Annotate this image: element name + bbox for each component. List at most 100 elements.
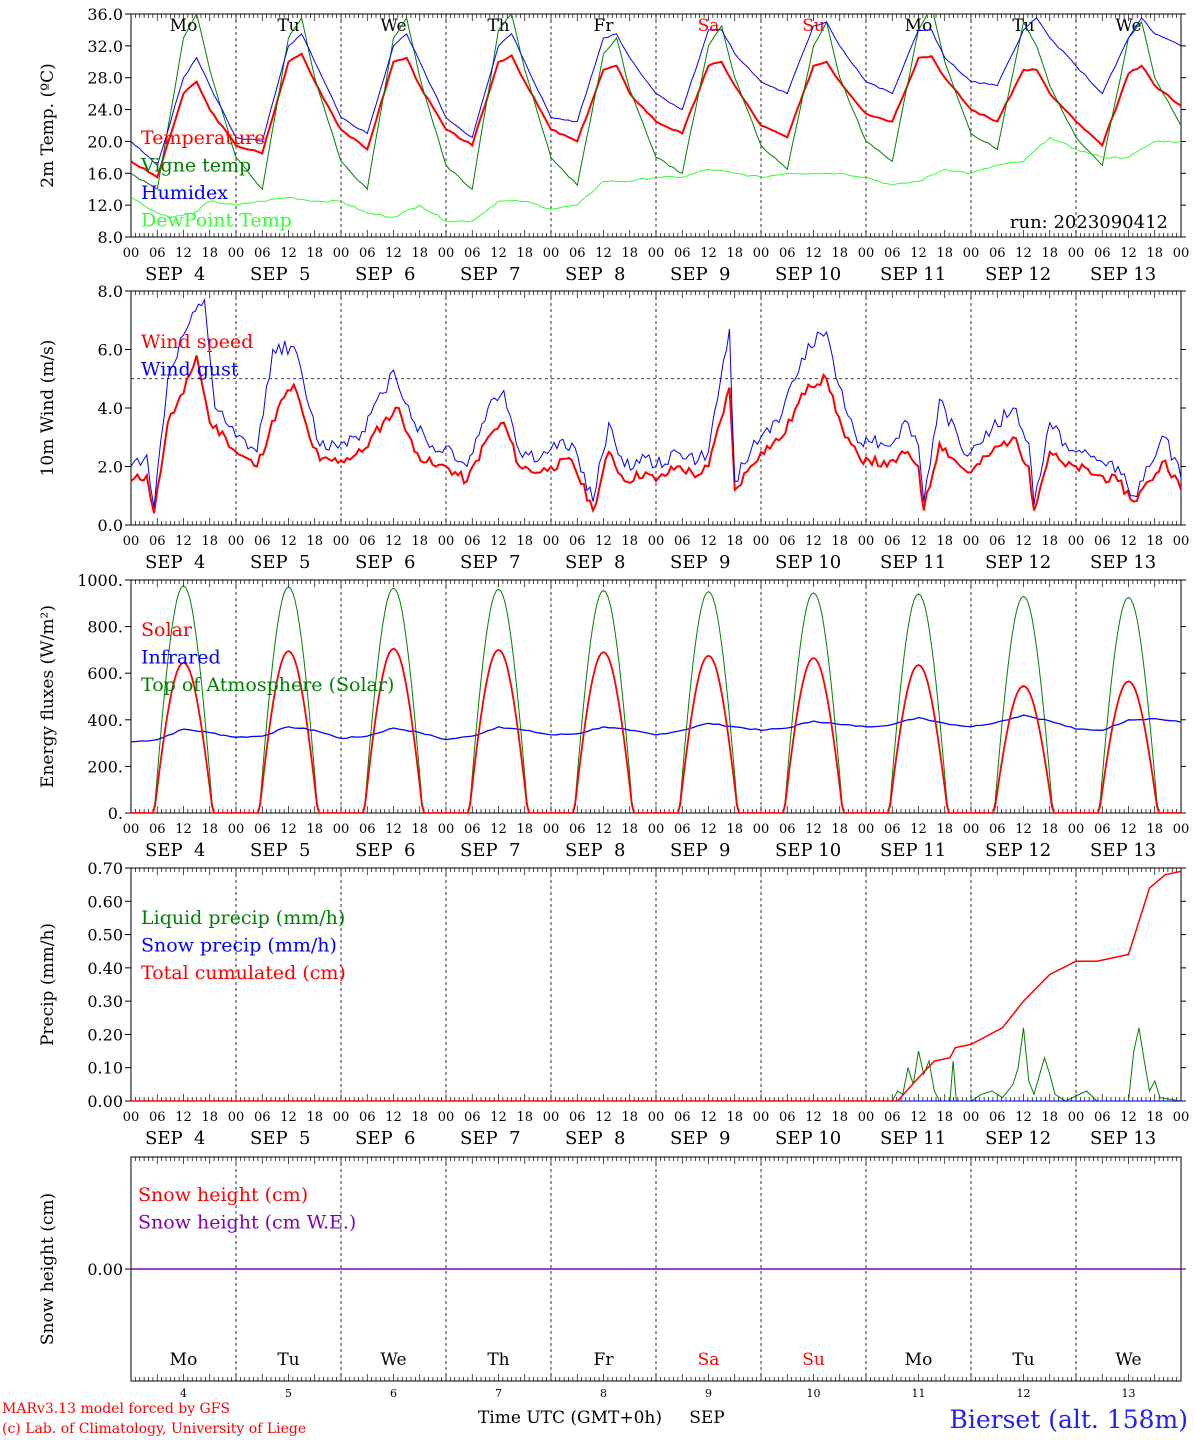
day-name-label: Sa bbox=[698, 1350, 720, 1370]
y-axis-label: Snow height (cm) bbox=[38, 1193, 58, 1345]
x-hour-label: 00 bbox=[753, 246, 770, 261]
day-name-label: Tu bbox=[1012, 16, 1034, 36]
x-hour-label: 12 bbox=[280, 246, 297, 261]
x-hour-label: 18 bbox=[831, 1110, 848, 1125]
x-hour-label: 18 bbox=[411, 246, 428, 261]
credit-line-2: (c) Lab. of Climatology, University of L… bbox=[2, 1421, 306, 1437]
day-number-label: 10 bbox=[807, 1387, 821, 1400]
x-hour-label: 12 bbox=[385, 822, 402, 837]
x-hour-label: 06 bbox=[359, 822, 376, 837]
x-date-label: SEP 11 bbox=[880, 1128, 946, 1149]
x-hour-label: 00 bbox=[648, 246, 665, 261]
y-tick-label: 28.0 bbox=[87, 69, 123, 88]
x-hour-label: 00 bbox=[753, 1110, 770, 1125]
hour-ticks bbox=[130, 291, 1182, 525]
panel-energy: 0. 200. 400. 600. 800. 1000. Energy fluxes (W/… bbox=[38, 571, 1189, 861]
x-hour-label: 06 bbox=[254, 534, 271, 549]
x-hour-label: 06 bbox=[674, 1110, 691, 1125]
x-hour-label: 18 bbox=[831, 534, 848, 549]
x-date-label: SEP 5 bbox=[250, 264, 310, 285]
x-date-label: SEP 11 bbox=[880, 264, 946, 285]
x-hour-label: 00 bbox=[1173, 534, 1190, 549]
x-hour-label: 00 bbox=[333, 246, 350, 261]
y-tick-label: 600. bbox=[87, 664, 123, 683]
x-date-label: SEP 9 bbox=[670, 264, 730, 285]
y-tick-label: 0.40 bbox=[87, 959, 123, 978]
x-hour-label: 12 bbox=[490, 822, 507, 837]
x-hour-label: 00 bbox=[228, 822, 245, 837]
x-hour-labels: 00 06 12 18 00 06 12 18 00 06 12 18 00 06 12 18 00 06 12 18… bbox=[123, 246, 1190, 261]
x-date-label: SEP 9 bbox=[670, 840, 730, 861]
x-hour-label: 06 bbox=[779, 822, 796, 837]
y-axis-label: 2m Temp. (ºC) bbox=[38, 63, 58, 188]
x-hour-label: 00 bbox=[1173, 1110, 1190, 1125]
x-hour-label: 00 bbox=[333, 1110, 350, 1125]
x-date-label: SEP 7 bbox=[460, 840, 520, 861]
x-hour-label: 12 bbox=[1120, 822, 1137, 837]
y-tick-label: 0.00 bbox=[87, 1260, 123, 1279]
x-hour-label: 00 bbox=[438, 1110, 455, 1125]
x-hour-label: 06 bbox=[779, 534, 796, 549]
y-axis-label: 10m Wind (m/s) bbox=[38, 340, 58, 477]
legend-entry: Total cumulated (cm) bbox=[141, 962, 346, 984]
x-date-label: SEP 7 bbox=[460, 264, 520, 285]
day-name-label: Sa bbox=[698, 16, 720, 36]
x-hour-label: 12 bbox=[700, 1110, 717, 1125]
x-date-label: SEP 13 bbox=[1090, 552, 1156, 573]
y-tick-label: 36.0 bbox=[87, 5, 123, 24]
x-hour-label: 00 bbox=[438, 822, 455, 837]
x-hour-label: 18 bbox=[306, 822, 323, 837]
x-hour-label: 18 bbox=[831, 822, 848, 837]
x-hour-label: 18 bbox=[936, 822, 953, 837]
x-hour-label: 18 bbox=[621, 1110, 638, 1125]
x-hour-label: 06 bbox=[884, 246, 901, 261]
x-hour-labels: 00 06 12 18 00 06 12 18 00 06 12 18 00 06 12 18 00 06 12 18… bbox=[123, 1110, 1190, 1125]
x-date-label: SEP 4 bbox=[145, 1128, 205, 1149]
day-number-label: 9 bbox=[705, 1387, 712, 1400]
legend-entry: Liquid precip (mm/h) bbox=[141, 907, 345, 929]
day-name-label: Fr bbox=[594, 1350, 615, 1370]
y-tick-label: 1000. bbox=[77, 571, 123, 590]
day-name-label: Th bbox=[487, 1350, 509, 1370]
x-hour-label: 00 bbox=[333, 822, 350, 837]
x-hour-label: 12 bbox=[175, 246, 192, 261]
y-axis-label: Precip (mm/h) bbox=[38, 923, 58, 1046]
x-date-label: SEP 7 bbox=[460, 552, 520, 573]
x-hour-label: 12 bbox=[1120, 534, 1137, 549]
x-hour-label: 18 bbox=[621, 822, 638, 837]
x-hour-label: 12 bbox=[280, 822, 297, 837]
x-date-label: SEP 6 bbox=[355, 1128, 415, 1149]
x-hour-label: 00 bbox=[963, 534, 980, 549]
x-date-label: SEP 10 bbox=[775, 552, 841, 573]
x-hour-label: 18 bbox=[726, 534, 743, 549]
day-number-label: 6 bbox=[390, 1387, 397, 1400]
hour-ticks bbox=[130, 1157, 1182, 1381]
x-hour-labels: 00 06 12 18 00 06 12 18 00 06 12 18 00 06 12 18 00 06 12 18… bbox=[123, 822, 1190, 837]
y-tick-label: 0. bbox=[108, 804, 123, 823]
x-hour-label: 06 bbox=[1094, 534, 1111, 549]
x-hour-label: 18 bbox=[306, 1110, 323, 1125]
x-hour-label: 00 bbox=[648, 1110, 665, 1125]
day-number-label: 11 bbox=[912, 1387, 926, 1400]
run-label: run: 2023090412 bbox=[1010, 212, 1168, 233]
legend-entry: Humidex bbox=[141, 182, 228, 204]
legend-entry: DewPoint Temp bbox=[141, 210, 292, 232]
x-hour-label: 06 bbox=[149, 822, 166, 837]
x-hour-label: 12 bbox=[1120, 1110, 1137, 1125]
hour-ticks bbox=[130, 14, 1182, 237]
x-hour-label: 12 bbox=[805, 822, 822, 837]
x-hour-label: 00 bbox=[1173, 822, 1190, 837]
x-date-label: SEP 8 bbox=[565, 840, 625, 861]
day-name-label: Fr bbox=[594, 16, 615, 36]
legend-entry: Infrared bbox=[141, 647, 221, 669]
x-hour-label: 18 bbox=[1146, 822, 1163, 837]
x-hour-label: 12 bbox=[280, 534, 297, 549]
x-hour-label: 06 bbox=[569, 822, 586, 837]
panel-precip: 0.00 0.10 0.20 0.30 0.40 0.50 0.60 0.70 Precip (… bbox=[38, 859, 1189, 1149]
x-date-label: SEP 9 bbox=[670, 1128, 730, 1149]
day-name-label: Tu bbox=[1012, 1350, 1034, 1370]
day-name-label: Mo bbox=[170, 1350, 198, 1370]
x-hour-label: 18 bbox=[1146, 1110, 1163, 1125]
day-name-label: We bbox=[380, 16, 406, 36]
